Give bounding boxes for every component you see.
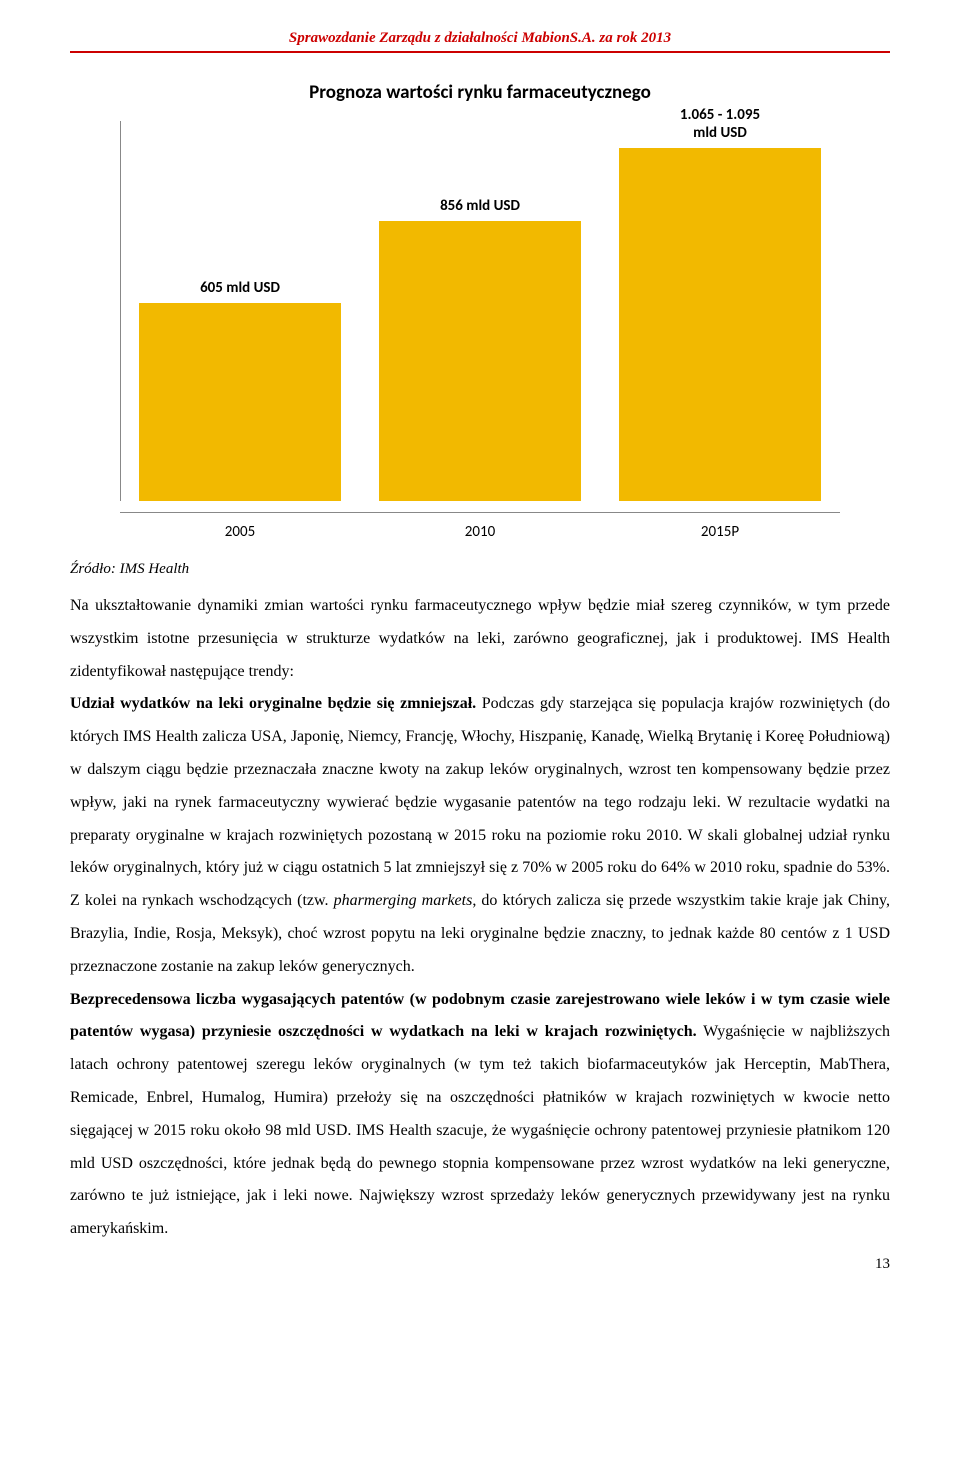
chart-axis-x (120, 512, 840, 513)
body-paragraph-2: Bezprecedensowa liczba wygasających pate… (70, 984, 890, 1246)
text-run: Wygaśnięcie w najbliższych latach ochron… (70, 1023, 890, 1237)
x-axis-label: 2015P (619, 523, 821, 541)
bar-chart: Prognoza wartości rynku farmaceutycznego… (80, 81, 880, 541)
chart-source: Źródło: IMS Health (70, 561, 890, 578)
text-run: Na ukształtowanie dynamiki zmian wartośc… (70, 597, 890, 680)
chart-title: Prognoza wartości rynku farmaceutycznego (80, 81, 880, 104)
page-number: 13 (70, 1256, 890, 1273)
bar-group: 1.065 - 1.095 mld USD (619, 106, 821, 501)
text-run-italic: pharmerging markets (334, 892, 473, 909)
bar-value-label: 1.065 - 1.095 mld USD (680, 106, 760, 142)
bar-group: 856 mld USD (379, 197, 581, 501)
text-run-bold: Udział wydatków na leki oryginalne będzi… (70, 695, 476, 712)
bar (139, 303, 341, 501)
bar (619, 148, 821, 501)
bar-group: 605 mld USD (139, 279, 341, 501)
page-header: Sprawozdanie Zarządu z działalności Mabi… (70, 30, 890, 53)
text-run: Podczas gdy starzejąca się populacja kra… (70, 695, 890, 909)
bar (379, 221, 581, 501)
bar-value-label: 856 mld USD (440, 197, 520, 215)
chart-plot-area: 605 mld USD856 mld USD1.065 - 1.095 mld … (120, 121, 840, 501)
bar-value-label: 605 mld USD (200, 279, 280, 297)
x-axis-label: 2010 (379, 523, 581, 541)
x-axis-label: 2005 (139, 523, 341, 541)
body-paragraph-1: Na ukształtowanie dynamiki zmian wartośc… (70, 590, 890, 984)
